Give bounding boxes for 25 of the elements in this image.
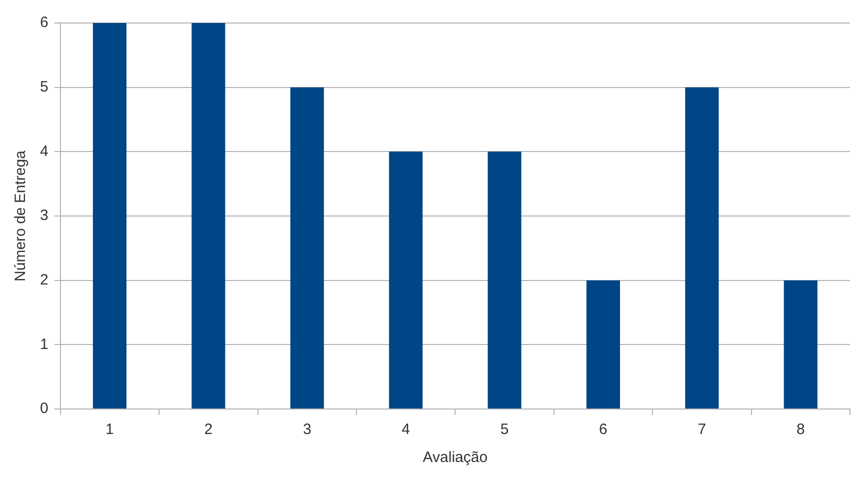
bar — [389, 152, 423, 408]
y-tick-label: 2 — [40, 271, 48, 288]
y-axis-title: Número de Entrega — [12, 150, 30, 282]
y-tick-label: 0 — [40, 400, 48, 418]
x-tick-label: 4 — [402, 421, 410, 438]
y-tick-label: 6 — [40, 14, 48, 32]
y-tick-label: 1 — [40, 336, 48, 353]
y-tick-label: 3 — [40, 207, 48, 224]
bar — [586, 280, 620, 408]
y-tick-label: 5 — [40, 78, 48, 96]
x-tick-label: 5 — [500, 421, 509, 438]
bar — [92, 23, 126, 408]
bar — [784, 280, 818, 408]
x-tick-label: 2 — [204, 421, 213, 438]
x-tick-label: 3 — [302, 421, 312, 438]
x-tick-label: 1 — [106, 421, 114, 438]
bar — [192, 23, 226, 408]
x-tick-label: 7 — [698, 421, 706, 438]
x-tick-label: 6 — [599, 421, 608, 438]
bar — [290, 87, 324, 408]
y-tick-label: 4 — [40, 142, 48, 160]
x-tick-label: 8 — [796, 421, 805, 438]
bar — [685, 87, 719, 408]
x-axis-title: Avaliação — [422, 449, 488, 466]
bar — [488, 152, 522, 408]
